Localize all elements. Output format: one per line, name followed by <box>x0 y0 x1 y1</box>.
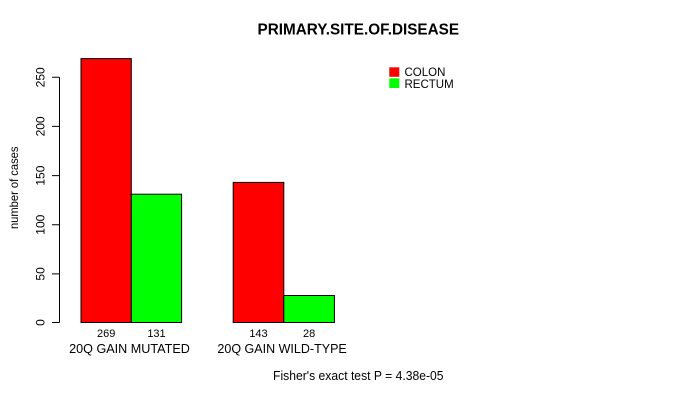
svg-text:20Q GAIN MUTATED: 20Q GAIN MUTATED <box>69 342 190 356</box>
svg-text:number of cases: number of cases <box>7 147 21 230</box>
svg-text:COLON: COLON <box>405 67 446 79</box>
svg-text:131: 131 <box>147 328 165 340</box>
svg-text:28: 28 <box>303 328 315 340</box>
svg-text:RECTUM: RECTUM <box>405 79 454 91</box>
svg-text:150: 150 <box>34 165 48 185</box>
svg-text:PRIMARY.SITE.OF.DISEASE: PRIMARY.SITE.OF.DISEASE <box>258 22 460 39</box>
svg-text:200: 200 <box>34 116 48 136</box>
svg-text:50: 50 <box>34 267 48 281</box>
svg-text:Fisher's exact test P = 4.38e-: Fisher's exact test P = 4.38e-05 <box>273 369 444 383</box>
svg-text:250: 250 <box>34 67 48 87</box>
svg-text:143: 143 <box>249 328 267 340</box>
svg-text:0: 0 <box>34 319 48 326</box>
svg-text:20Q GAIN WILD-TYPE: 20Q GAIN WILD-TYPE <box>217 342 346 356</box>
svg-text:269: 269 <box>97 328 115 340</box>
svg-text:100: 100 <box>34 214 48 234</box>
